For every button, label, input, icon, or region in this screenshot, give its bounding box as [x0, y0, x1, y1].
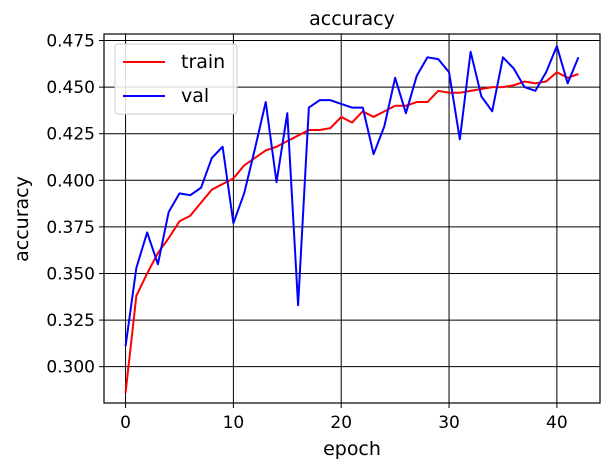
y-axis-label: accuracy: [11, 176, 33, 262]
x-tick-label: 40: [546, 413, 568, 433]
x-tick-label: 20: [330, 413, 352, 433]
legend: train val: [114, 43, 238, 115]
plot-frame: [103, 33, 601, 404]
x-axis-label: epoch: [323, 438, 381, 460]
y-axis-ticks: 0.300 0.325 0.350 0.375 0.400 0.425 0.450 0.475: [46, 32, 104, 378]
y-tick-label: 0.300: [46, 358, 95, 378]
y-tick-label: 0.475: [46, 32, 95, 52]
x-axis-ticks: 0 10 20 30 40: [120, 403, 568, 433]
y-tick-label: 0.450: [46, 78, 95, 98]
train-series-line: [124, 71, 579, 393]
chart-title: accuracy: [309, 8, 395, 30]
x-tick-label: 30: [438, 413, 460, 433]
y-tick-label: 0.425: [46, 125, 95, 145]
legend-train-label: train: [181, 51, 225, 73]
y-tick-label: 0.375: [46, 218, 95, 238]
x-tick-label: 10: [223, 413, 245, 433]
y-tick-label: 0.350: [46, 264, 95, 284]
series-lines: [124, 45, 580, 393]
y-tick-label: 0.400: [46, 171, 95, 191]
y-tick-label: 0.325: [46, 311, 95, 331]
legend-val-label: val: [181, 85, 209, 107]
x-tick-label: 0: [120, 413, 131, 433]
val-series-line: [124, 45, 580, 347]
